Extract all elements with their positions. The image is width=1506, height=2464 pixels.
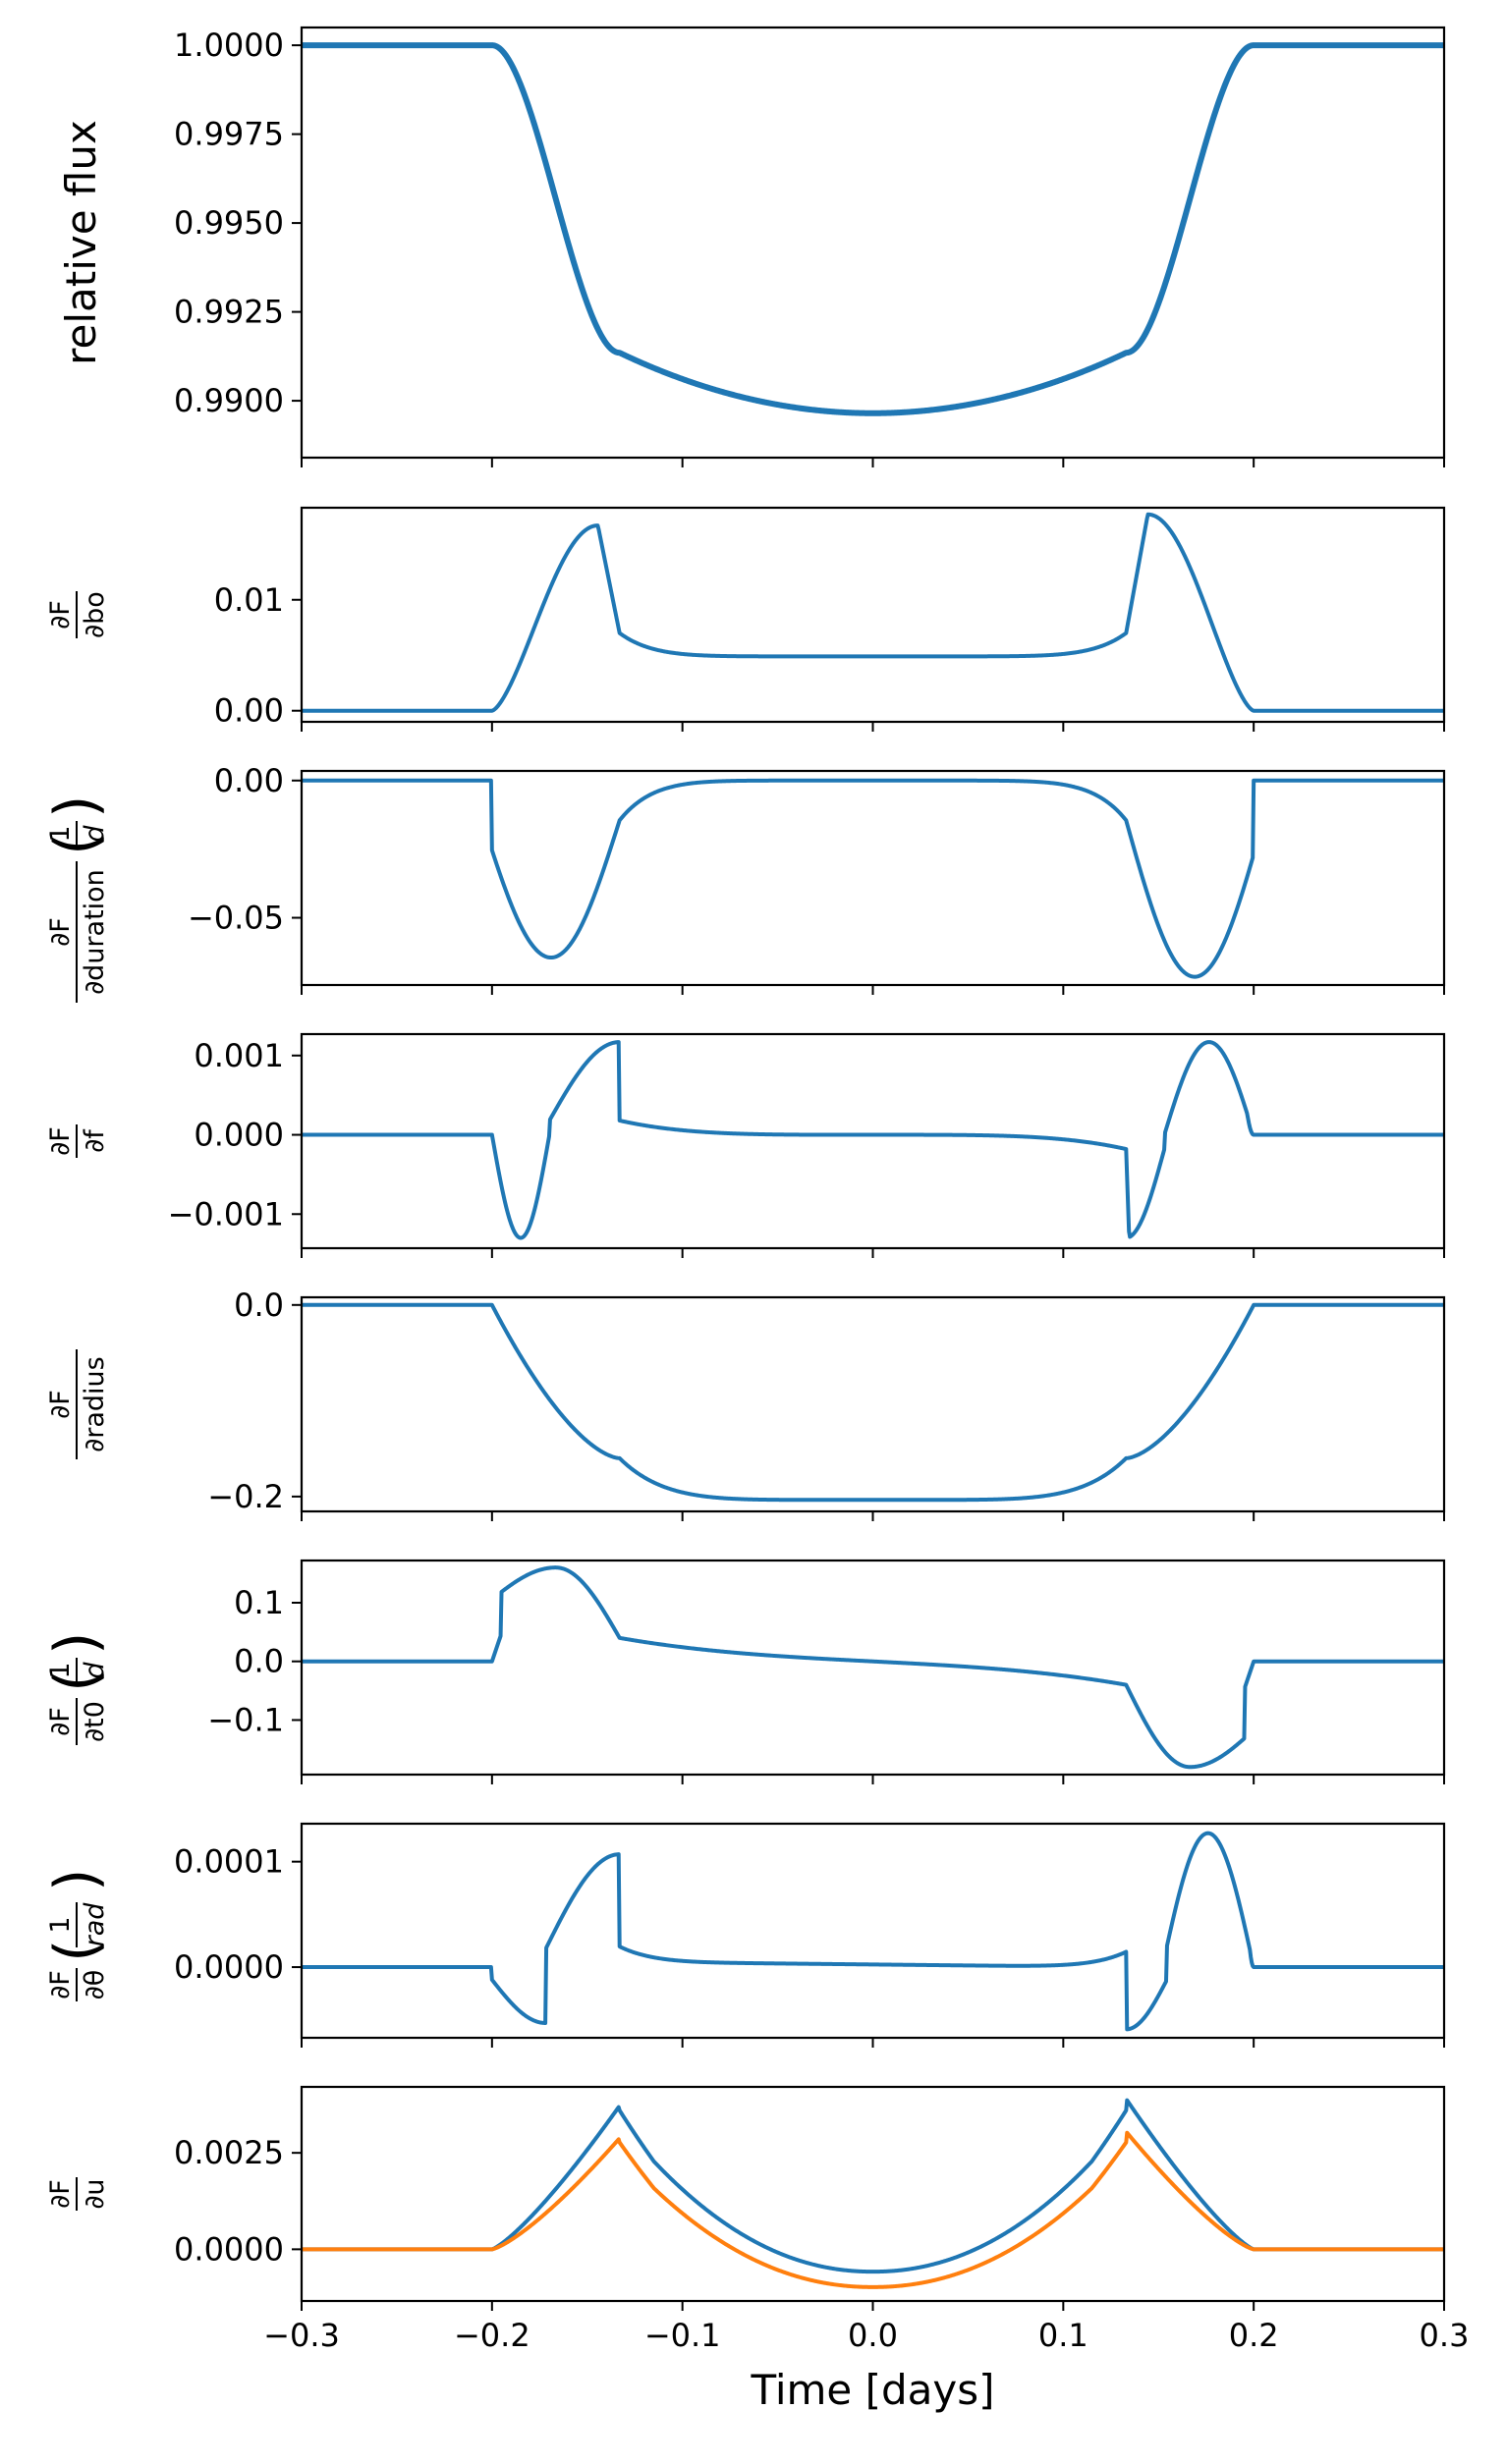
y-axis-label: ∂F ∂duration(1 d)	[42, 795, 111, 1003]
series-line-1	[302, 1831, 1444, 2032]
y-axis-label: ∂F ∂θ (1 rad)	[42, 1869, 111, 2001]
series-line-1	[302, 512, 1444, 713]
y-tick-label: 0.00	[214, 762, 284, 799]
fraction-denominator: ∂u	[80, 2178, 110, 2209]
y-axis-label: ∂F ∂u	[45, 2177, 110, 2211]
x-tick-label: 0.2	[1229, 2317, 1279, 2354]
fraction-numerator: ∂F	[45, 1126, 76, 1156]
fraction-denominator: ∂θ	[80, 1970, 110, 1999]
fraction-denominator: ∂t0	[80, 1701, 110, 1742]
fraction-denominator: ∂radius	[80, 1356, 110, 1451]
y-axis-label: ∂F ∂bo	[45, 591, 110, 638]
paren-close: )	[42, 1869, 111, 1891]
y-tick-label: −0.05	[188, 900, 284, 937]
series-line-1	[302, 1565, 1444, 1770]
fraction-denominator: ∂f	[80, 1128, 110, 1153]
paren-close: )	[42, 795, 111, 818]
y-tick-label: −0.001	[168, 1195, 284, 1232]
unit-denominator: rad	[80, 1902, 110, 1947]
paren-close: )	[42, 1632, 111, 1655]
y-tick-label: 0.0001	[174, 1843, 284, 1881]
y-tick-label: −0.2	[207, 1478, 284, 1515]
y-axis-label: ∂F ∂t0(1 d)	[42, 1632, 111, 1745]
series-line-1	[302, 1040, 1444, 1240]
fraction-numerator: ∂F	[45, 2179, 76, 2209]
y-axis-label: ∂F ∂radius	[45, 1349, 110, 1459]
unit-numerator: 1	[45, 825, 76, 842]
axes-frame	[300, 506, 1446, 724]
y-tick-label: 0.0	[234, 1287, 284, 1324]
axes-frame	[300, 1822, 1446, 2040]
axes-frame	[300, 1032, 1446, 1250]
y-tick-label: 0.1	[234, 1584, 284, 1621]
panel-7: 0.0001 0.0000 ∂F ∂θ (1 rad)	[42, 1822, 1446, 2048]
fraction-denominator: ∂duration	[80, 869, 110, 995]
x-tick-label: 0.1	[1038, 2317, 1088, 2354]
y-tick-label: 1.0000	[174, 27, 284, 64]
panel-6: 0.1 0.0 −0.1 ∂F ∂t0(1 d)	[42, 1559, 1446, 1784]
unit-numerator: 1	[45, 1662, 76, 1678]
y-axis-label: relative flux	[57, 120, 105, 365]
series-line-1	[302, 42, 1444, 416]
x-tick-label: −0.1	[644, 2317, 721, 2354]
series-line-1	[302, 2098, 1444, 2274]
fraction-denominator: ∂bo	[80, 591, 110, 638]
x-axis-label: Time [days]	[750, 2366, 994, 2414]
axes-frame	[300, 2085, 1446, 2303]
series-line-1	[302, 1302, 1444, 1503]
y-tick-label: 0.0000	[174, 1948, 284, 1986]
fraction-numerator: ∂F	[45, 1707, 76, 1736]
axes-frame	[300, 26, 1446, 460]
axes-frame	[300, 1295, 1446, 1513]
fraction-numerator: ∂F	[45, 1390, 76, 1419]
panel-3: 0.00 −0.05 ∂F ∂duration(1 d)	[42, 762, 1446, 1003]
y-tick-label: 0.01	[214, 581, 284, 619]
y-tick-label: 0.0	[234, 1643, 284, 1680]
y-axis-label: ∂F ∂f	[45, 1124, 110, 1158]
y-tick-label: 0.9900	[174, 382, 284, 419]
y-tick-label: 0.001	[194, 1037, 284, 1074]
y-tick-label: −0.1	[207, 1701, 284, 1738]
y-tick-label: 0.9975	[174, 116, 284, 153]
panel-5: 0.0 −0.2 ∂F ∂radius	[45, 1287, 1446, 1521]
fraction-numerator: ∂F	[45, 600, 76, 630]
y-tick-label: 0.0025	[174, 2134, 284, 2171]
axes-frame	[300, 1559, 1446, 1777]
x-tick-label: 0.3	[1420, 2317, 1470, 2354]
unit-denominator: d	[80, 1662, 110, 1679]
panel-8: 0.0025 0.0000 ∂F ∂u −0.3 −0.2 −0.1 0.0 0.1 0.2 0.3…	[45, 2085, 1470, 2414]
y-tick-label: 0.0000	[174, 2230, 284, 2268]
panel-4: 0.001 0.000 −0.001 ∂F ∂f	[45, 1032, 1446, 1258]
y-tick-label: 0.000	[194, 1117, 284, 1154]
panel-2: 0.01 0.00 ∂F ∂bo	[45, 506, 1446, 732]
fraction-numerator: ∂F	[45, 917, 76, 947]
series-line-2	[302, 2130, 1444, 2289]
y-tick-label: 0.9950	[174, 204, 284, 242]
panel-1: 1.0000 0.9975 0.9950 0.9925 0.9900 relative f…	[57, 26, 1446, 467]
unit-denominator: d	[80, 825, 110, 843]
x-tick-label: −0.3	[263, 2317, 340, 2354]
fraction-numerator: ∂F	[45, 1970, 76, 1999]
x-tick-label: −0.2	[454, 2317, 530, 2354]
unit-numerator: 1	[45, 1916, 76, 1933]
y-tick-label: 0.00	[214, 692, 284, 730]
series-line-1	[302, 778, 1444, 979]
y-tick-label: 0.9925	[174, 294, 284, 331]
paren-open: (	[42, 1940, 111, 1962]
x-tick-label: 0.0	[848, 2317, 898, 2354]
axes-frame	[300, 769, 1446, 987]
